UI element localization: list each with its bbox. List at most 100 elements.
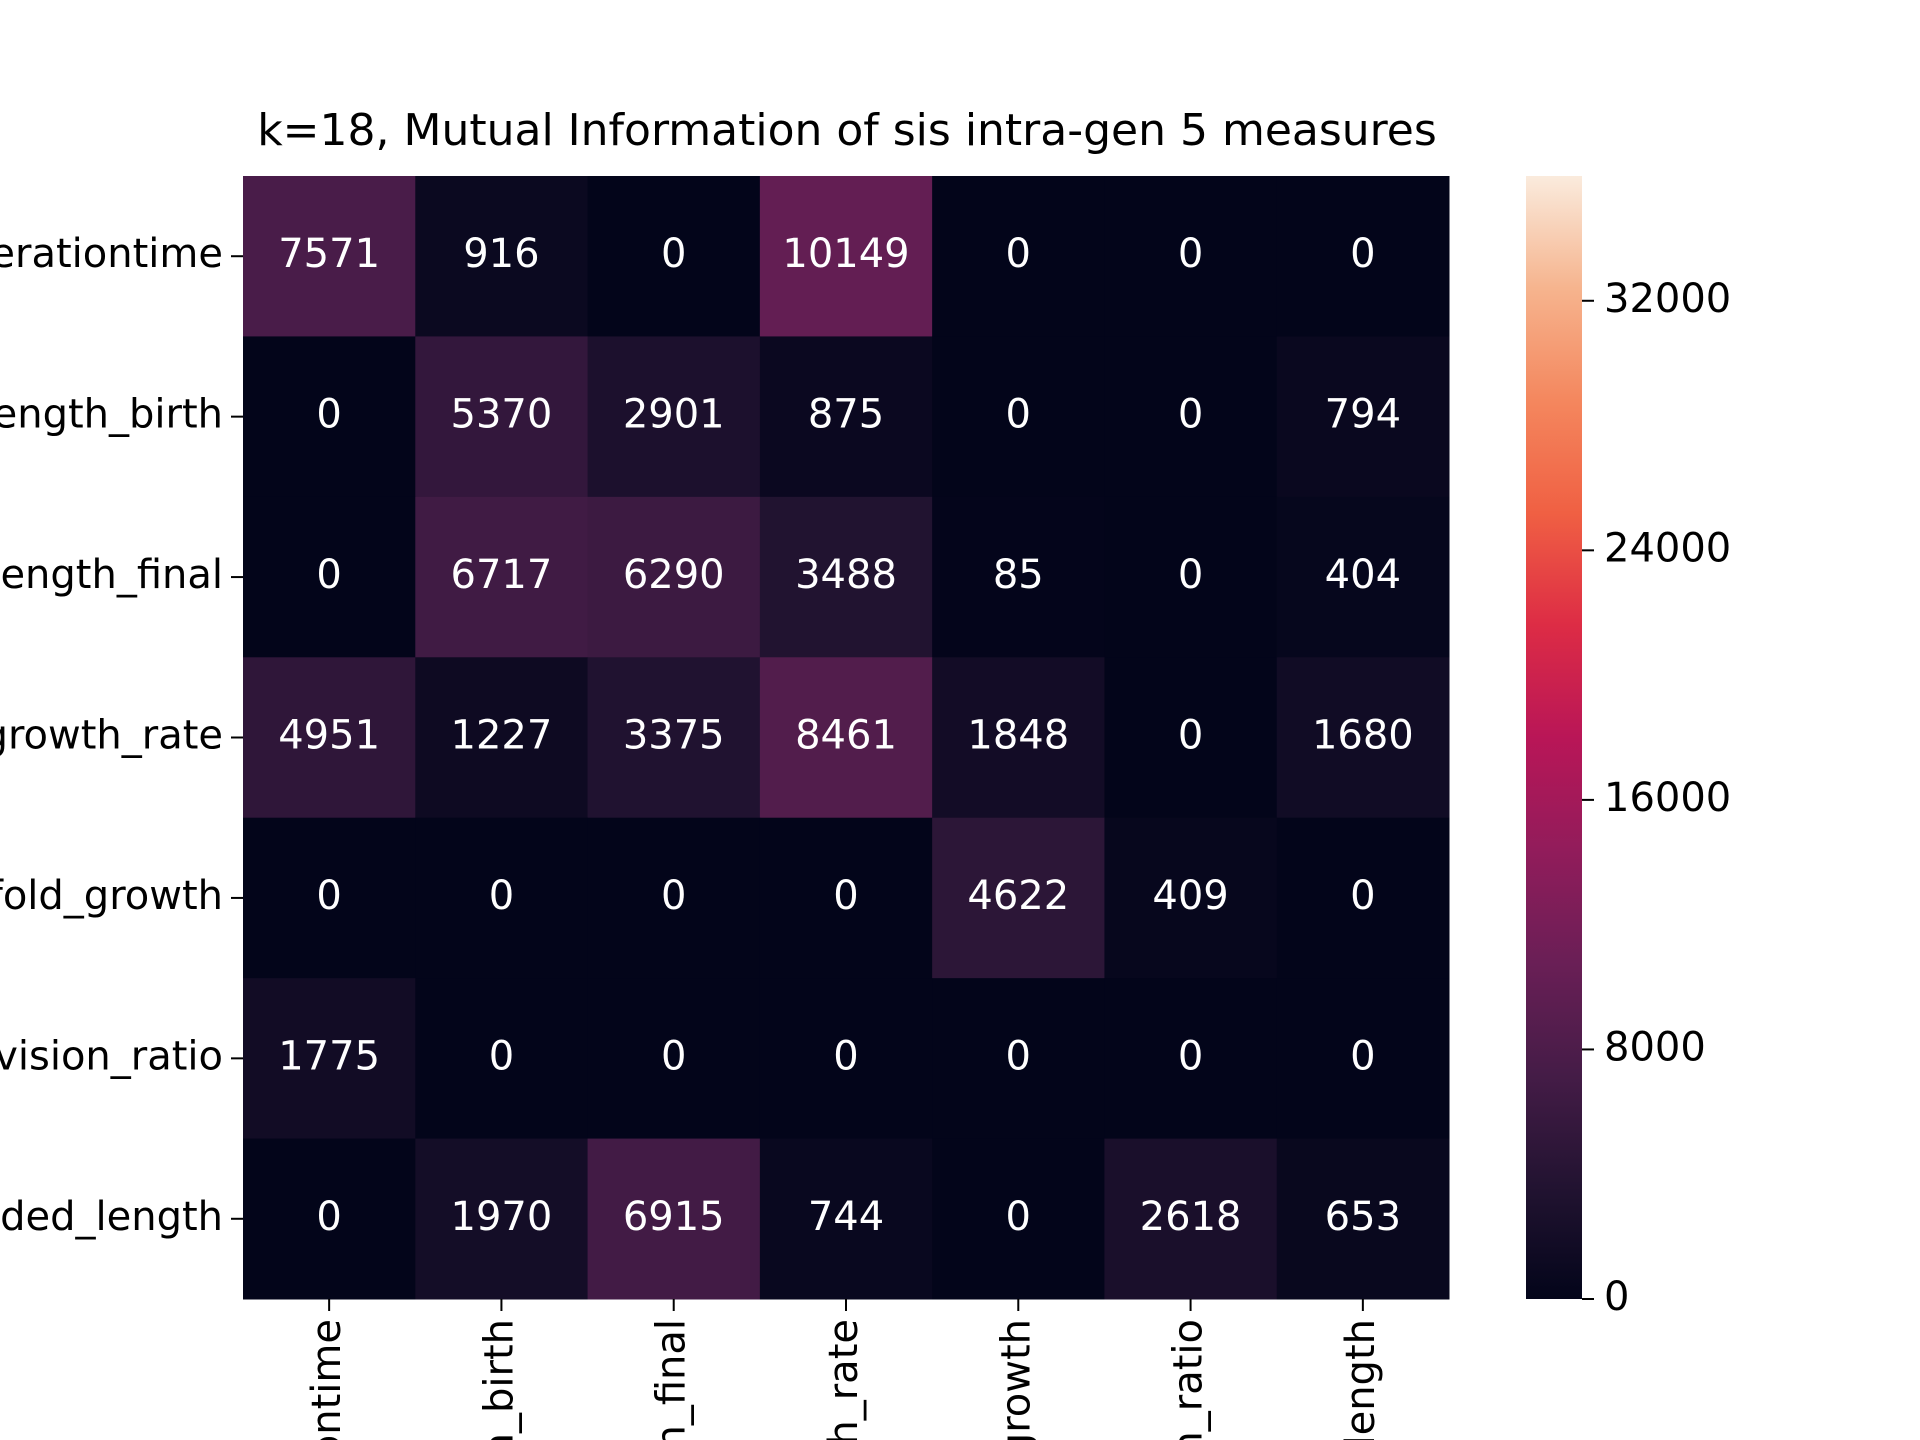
cell-label: 3375 <box>623 713 725 759</box>
heatmap-cell <box>587 657 761 819</box>
heatmap-cell <box>587 978 761 1140</box>
cell-label: 8461 <box>795 713 897 759</box>
heatmap-cell <box>1276 657 1450 819</box>
heatmap-cell <box>415 817 589 979</box>
heatmap-cell <box>415 176 589 337</box>
heatmap-cell <box>932 336 1105 498</box>
heatmap-cell <box>1104 336 1278 498</box>
cell-label: 1848 <box>967 713 1069 759</box>
heatmap-cell <box>1276 978 1450 1140</box>
cell-label: 0 <box>661 873 686 919</box>
heatmap-cell <box>243 817 416 979</box>
heatmap-cell <box>243 496 416 658</box>
cell-label: 653 <box>1325 1194 1401 1240</box>
cell-label: 409 <box>1152 873 1228 919</box>
cell-label: 916 <box>463 231 539 277</box>
heatmap-cell <box>243 978 416 1140</box>
heatmap-cell <box>932 1138 1105 1300</box>
cell-label: 6290 <box>623 552 725 598</box>
heatmap-cell <box>932 817 1105 979</box>
cell-label: 0 <box>1178 713 1203 759</box>
heatmap-cell <box>587 1138 761 1300</box>
heatmap-cell <box>1104 817 1278 979</box>
x-tick-label: length_birth <box>476 1319 522 1440</box>
cell-label: 4622 <box>967 873 1069 919</box>
heatmap-cell <box>759 496 933 658</box>
cell-label: 0 <box>489 1033 514 1079</box>
cell-label: 0 <box>1178 231 1203 277</box>
cell-label: 0 <box>316 392 341 438</box>
heatmap-cell <box>587 176 761 337</box>
chart-title: k=18, Mutual Information of sis intra-ge… <box>257 105 1437 156</box>
heatmap-cell <box>1104 657 1278 819</box>
heatmap-cell <box>587 336 761 498</box>
heatmap-cell <box>415 496 589 658</box>
heatmap-cell <box>243 176 416 337</box>
heatmap-cell <box>243 657 416 819</box>
cell-label: 0 <box>1350 231 1375 277</box>
cell-label: 10149 <box>782 231 909 277</box>
heatmap-cell <box>1104 978 1278 1140</box>
cell-label: 6717 <box>451 552 553 598</box>
x-tick-label: generationtime <box>304 1319 350 1440</box>
cell-label: 404 <box>1325 552 1401 598</box>
cell-label: 0 <box>1178 392 1203 438</box>
cell-label: 0 <box>1350 873 1375 919</box>
heatmap-cell <box>759 978 933 1140</box>
y-tick-label: length_final <box>0 552 223 598</box>
x-tick-label: growth_rate <box>821 1319 867 1440</box>
y-tick-label: fold_growth <box>0 873 223 919</box>
cell-label: 1680 <box>1312 713 1414 759</box>
x-tick-label: division_ratio <box>1166 1319 1212 1440</box>
y-tick-label: added_length <box>0 1194 223 1240</box>
cell-label: 0 <box>1006 231 1031 277</box>
cell-label: 5370 <box>451 392 553 438</box>
heatmap-cell <box>415 1138 589 1300</box>
cell-label: 4951 <box>278 713 380 759</box>
heatmap-cell <box>932 176 1105 337</box>
heatmap-cell <box>1104 496 1278 658</box>
heatmap-cell <box>1276 336 1450 498</box>
x-tick-label: fold_growth <box>993 1319 1039 1440</box>
heatmap-cell <box>415 657 589 819</box>
cell-label: 0 <box>833 1033 858 1079</box>
colorbar-tick-label: 16000 <box>1604 775 1731 821</box>
cell-label: 85 <box>993 552 1044 598</box>
cell-label: 1775 <box>278 1033 380 1079</box>
colorbar <box>1526 176 1582 1299</box>
heatmap-cell <box>759 1138 933 1300</box>
cell-label: 0 <box>489 873 514 919</box>
y-tick-label: growth_rate <box>0 713 223 759</box>
cell-label: 1970 <box>451 1194 553 1240</box>
heatmap-cell <box>587 817 761 979</box>
cell-label: 0 <box>316 552 341 598</box>
cell-label: 794 <box>1325 392 1401 438</box>
cell-label: 0 <box>661 231 686 277</box>
heatmap-cell <box>1276 1138 1450 1300</box>
heatmap-cell <box>759 336 933 498</box>
cell-label: 0 <box>316 873 341 919</box>
heatmap-cell <box>1276 496 1450 658</box>
cell-label: 0 <box>1178 552 1203 598</box>
cell-label: 1227 <box>451 713 553 759</box>
cell-label: 3488 <box>795 552 897 598</box>
heatmap-cell <box>1276 176 1450 337</box>
heatmap-cell <box>759 657 933 819</box>
cell-label: 0 <box>1006 1033 1031 1079</box>
cell-label: 744 <box>808 1194 884 1240</box>
cell-label: 2618 <box>1140 1194 1242 1240</box>
cell-label: 0 <box>661 1033 686 1079</box>
y-tick-label: generationtime <box>0 231 223 277</box>
heatmap-cell <box>759 176 933 337</box>
heatmap-cell <box>587 496 761 658</box>
cell-label: 875 <box>808 392 884 438</box>
colorbar-tick-label: 24000 <box>1604 525 1731 571</box>
heatmap-cell <box>1104 1138 1278 1300</box>
heatmap-cell <box>932 978 1105 1140</box>
heatmap-cell <box>1104 176 1278 337</box>
heatmap-cell <box>759 817 933 979</box>
cell-label: 0 <box>1006 392 1031 438</box>
heatmap-cell <box>1276 817 1450 979</box>
